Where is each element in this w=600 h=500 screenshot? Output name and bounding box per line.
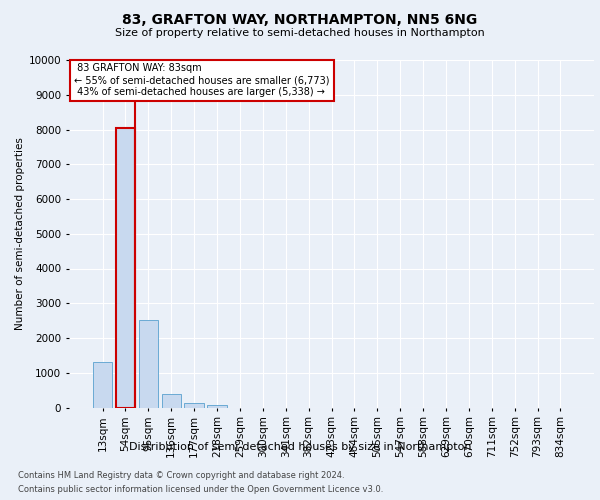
Bar [116,128,135,407]
Text: 83, GRAFTON WAY, NORTHAMPTON, NN5 6NG: 83, GRAFTON WAY, NORTHAMPTON, NN5 6NG [122,12,478,26]
Text: Distribution of semi-detached houses by size in Northampton: Distribution of semi-detached houses by … [129,442,471,452]
Bar [139,320,158,408]
Bar [184,402,204,407]
Bar [93,362,112,408]
Text: 83 GRAFTON WAY: 83sqm
← 55% of semi-detached houses are smaller (6,773)
 43% of : 83 GRAFTON WAY: 83sqm ← 55% of semi-deta… [74,64,330,96]
Y-axis label: Number of semi-detached properties: Number of semi-detached properties [14,138,25,330]
Text: Contains public sector information licensed under the Open Government Licence v3: Contains public sector information licen… [18,485,383,494]
Bar [208,406,227,407]
Text: Contains HM Land Registry data © Crown copyright and database right 2024.: Contains HM Land Registry data © Crown c… [18,471,344,480]
Text: Size of property relative to semi-detached houses in Northampton: Size of property relative to semi-detach… [115,28,485,38]
Bar [161,394,181,407]
